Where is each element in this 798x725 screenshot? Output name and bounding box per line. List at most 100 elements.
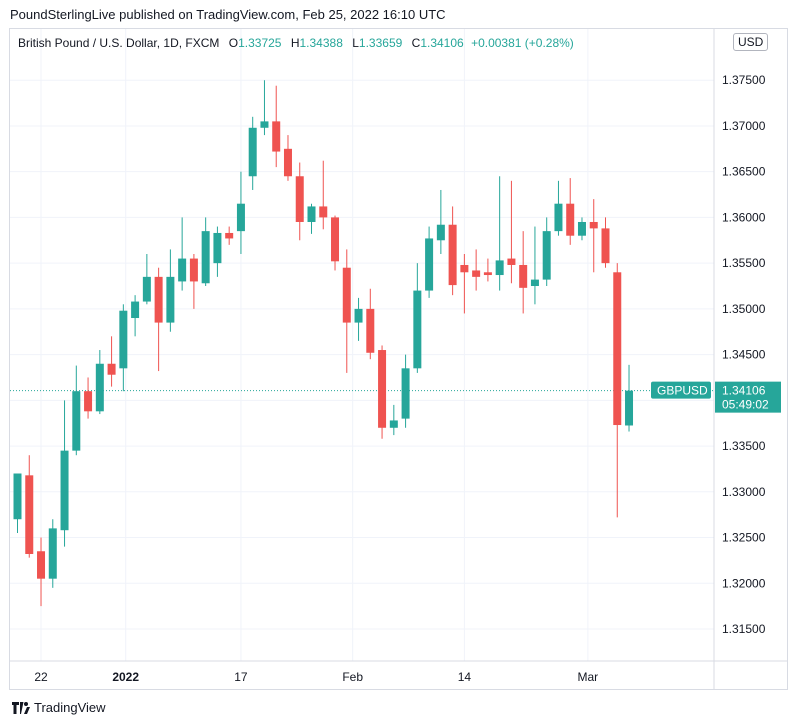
- candle: [530, 226, 539, 305]
- time-tick-label: 14: [458, 670, 472, 684]
- open-value: 1.33725: [238, 36, 282, 50]
- price-tick-label: 1.31500: [722, 622, 766, 636]
- candle: [48, 519, 57, 588]
- candle: [60, 400, 69, 547]
- candle: [495, 176, 504, 291]
- candle: [272, 85, 281, 168]
- candle: [142, 253, 151, 305]
- price-axis: 1.315001.320001.325001.330001.335001.340…: [722, 73, 766, 636]
- candle: [283, 135, 292, 181]
- open-label: O: [228, 36, 239, 50]
- candle-body: [213, 232, 222, 264]
- price-tick-label: 1.35500: [722, 256, 766, 270]
- price-tick-label: 1.36500: [722, 165, 766, 179]
- candle-body: [60, 450, 69, 531]
- candle: [519, 231, 528, 314]
- candle-body: [178, 258, 187, 282]
- candle: [542, 217, 551, 287]
- price-tick-label: 1.34500: [722, 348, 766, 362]
- high-label: H: [290, 36, 300, 50]
- candle: [577, 217, 586, 241]
- candle: [213, 226, 222, 277]
- candle: [401, 354, 410, 428]
- candle: [178, 217, 187, 291]
- candle-body: [342, 267, 351, 323]
- candle: [507, 180, 516, 284]
- candles: [13, 80, 634, 607]
- candle: [131, 295, 140, 337]
- candle-body: [319, 206, 328, 218]
- candle-body: [589, 221, 598, 229]
- candle-body: [566, 203, 575, 236]
- candle-body: [84, 391, 93, 412]
- candle-body: [201, 231, 210, 284]
- candle: [436, 189, 445, 254]
- candle: [625, 364, 634, 432]
- candle-body: [307, 206, 316, 222]
- candle-body: [72, 391, 81, 451]
- currency-button[interactable]: USD: [733, 33, 769, 51]
- candle-body: [554, 203, 563, 232]
- candle: [378, 345, 387, 439]
- price-tag-countdown: 05:49:02: [722, 398, 769, 412]
- candle: [331, 215, 340, 271]
- candle: [189, 253, 198, 309]
- candle-body: [37, 551, 46, 579]
- candle-body: [189, 258, 198, 282]
- symbol-tag: [651, 381, 711, 399]
- price-tag: GBPUSD 1.34106 05:49:02: [651, 381, 781, 413]
- footer-brand: TradingView: [34, 700, 106, 715]
- candle: [483, 258, 492, 282]
- candle-body: [272, 121, 281, 152]
- candle: [613, 263, 622, 518]
- ohlc-legend: British Pound / U.S. Dollar, 1D, FXCM O1…: [18, 36, 574, 50]
- candle-body: [154, 276, 163, 323]
- candle-body: [425, 238, 434, 291]
- candle-body: [460, 264, 469, 273]
- price-tick-label: 1.32500: [722, 531, 766, 545]
- candle-body: [436, 224, 445, 241]
- candle-body: [225, 232, 234, 239]
- candle: [366, 288, 375, 360]
- candle: [107, 336, 116, 387]
- candle: [260, 80, 269, 136]
- candle: [425, 226, 434, 298]
- time-tick-label: Mar: [578, 670, 599, 684]
- candle-body: [13, 473, 22, 520]
- close-label: C: [411, 36, 421, 50]
- price-tick-label: 1.36000: [722, 210, 766, 224]
- candle-body: [413, 290, 422, 369]
- chart-frame: [9, 28, 788, 690]
- candle: [13, 473, 22, 533]
- candle: [166, 249, 175, 332]
- time-tick-label: 22: [34, 670, 48, 684]
- candle: [589, 199, 598, 273]
- grid-lines: [10, 29, 714, 661]
- price-tick-label: 1.33500: [722, 439, 766, 453]
- publisher-header: PoundSterlingLive published on TradingVi…: [10, 7, 446, 22]
- low-label: L: [352, 36, 359, 50]
- price-tag-box: [715, 381, 781, 413]
- candle-body: [283, 148, 292, 177]
- candle: [201, 217, 210, 287]
- price-tick-label: 1.37500: [722, 73, 766, 87]
- candle: [342, 249, 351, 373]
- candle: [307, 203, 316, 234]
- candle-body: [236, 203, 245, 232]
- candle-body: [131, 301, 140, 319]
- high-value: 1.34388: [299, 36, 343, 50]
- price-tag-price: 1.34106: [722, 384, 766, 398]
- time-tick-label: 17: [234, 670, 248, 684]
- candle-body: [401, 368, 410, 419]
- candle: [319, 160, 328, 230]
- candle: [460, 253, 469, 314]
- candle-body: [625, 390, 634, 426]
- candle-body: [166, 276, 175, 323]
- candle: [236, 171, 245, 254]
- candle-body: [378, 350, 387, 428]
- candle: [72, 365, 81, 456]
- candle: [601, 217, 610, 268]
- candle-body: [142, 276, 151, 302]
- candle-body: [25, 475, 34, 554]
